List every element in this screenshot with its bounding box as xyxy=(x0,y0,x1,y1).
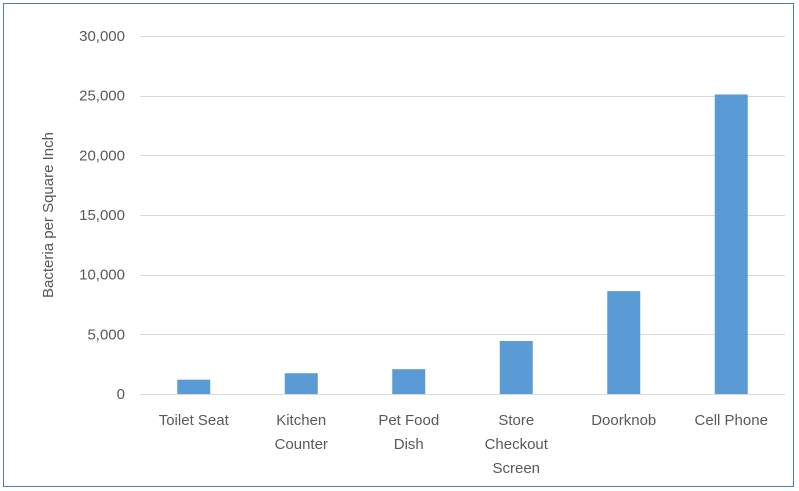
x-axis-tick-labels: Toilet Seat Kitchen Counter Pet Food Dish Sto… xyxy=(159,412,768,477)
y-axis-title: Bacteria per Square Inch xyxy=(40,132,57,298)
x-tick-label: Store Checkout Screen xyxy=(485,412,549,477)
bar xyxy=(284,373,318,394)
bar xyxy=(499,341,533,394)
x-tick-label: Cell Phone xyxy=(695,412,768,429)
x-tick-label: Doorknob xyxy=(591,412,656,429)
x-tick-label: Pet Food Dish xyxy=(378,412,439,453)
gridlines xyxy=(140,36,785,395)
bar xyxy=(392,369,426,394)
y-tick-label: 30,000 xyxy=(79,28,125,45)
y-tick-label: 5,000 xyxy=(87,326,125,343)
y-tick-label: 0 xyxy=(117,386,125,403)
y-tick-label: 20,000 xyxy=(79,147,125,164)
bar xyxy=(607,291,641,394)
x-tick-label: Kitchen Counter xyxy=(275,412,328,453)
chart-frame xyxy=(3,3,794,487)
x-tick-label: Toilet Seat xyxy=(159,412,230,429)
y-tick-label: 10,000 xyxy=(79,267,125,284)
bars xyxy=(177,94,748,395)
bar xyxy=(714,94,748,395)
y-tick-label: 15,000 xyxy=(79,207,125,224)
y-tick-label: 25,000 xyxy=(79,88,125,105)
bar xyxy=(177,379,211,394)
y-axis-tick-labels: 0 5,000 10,000 15,000 20,000 25,000 30,000 xyxy=(79,28,125,403)
